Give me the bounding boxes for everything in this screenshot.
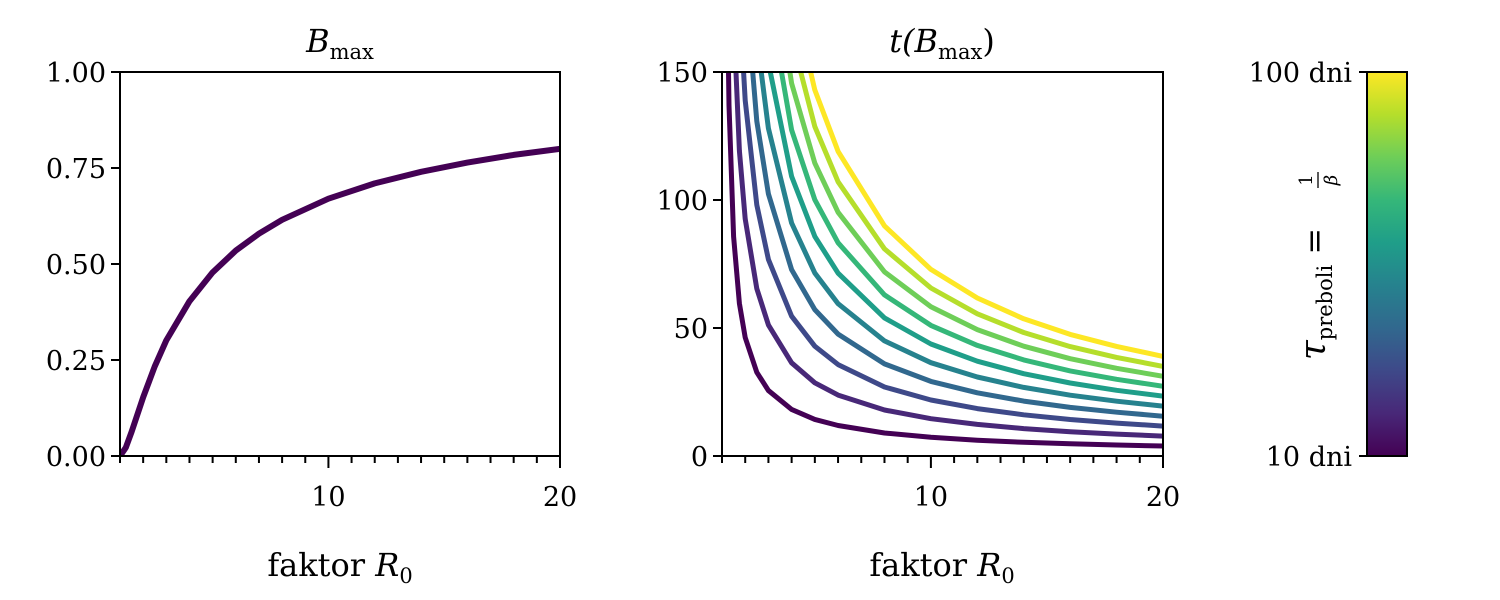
chart-t-bmax: t(Bmax) 10 20 0 50 100 150 faktor R0: [656, 22, 1180, 588]
colorbar-top-label: 100 dni: [1249, 58, 1353, 89]
series-line-tau-10: [726, 72, 1163, 449]
series-line-tau-40: [750, 72, 1163, 419]
series-line-tau-70: [778, 72, 1163, 389]
y-tick-label: 0.75: [46, 154, 106, 185]
y-tick-label: 1.00: [46, 58, 106, 89]
colorbar-gradient: [1366, 71, 1408, 457]
plot-area: [120, 145, 560, 456]
colorbar-label: τpreboli = 1 β: [1293, 172, 1342, 360]
axes-frame: [119, 71, 561, 457]
axis-ticks: 10 20 0 50 100 150: [656, 58, 1180, 513]
series-line-tau-20: [733, 72, 1163, 439]
svg-text:β: β: [1321, 175, 1342, 186]
x-tick-label: 10: [311, 482, 345, 513]
axis-ticks: 10 20 0.00 0.25 0.50 0.75 1.00: [46, 58, 577, 513]
series-line-bmax: [120, 145, 560, 456]
series-line-tau-30: [741, 72, 1163, 429]
y-tick-label: 50: [674, 314, 708, 345]
chart-title: Bmax: [305, 22, 374, 64]
x-tick-label: 10: [914, 482, 948, 513]
axes-frame: [721, 71, 1164, 457]
chart-title: t(Bmax): [889, 22, 995, 64]
series-line-tau-90: [798, 72, 1163, 369]
y-tick-label: 0.50: [46, 250, 106, 281]
x-tick-label: 20: [543, 482, 577, 513]
plot-area: [726, 72, 1163, 449]
chart-bmax: Bmax 10 20 0.00 0.25 0.50 0.75 1.00 faktor R0: [46, 22, 577, 588]
series-line-tau-60: [767, 72, 1163, 399]
x-axis-label: faktor R0: [267, 546, 412, 588]
y-tick-label: 0: [691, 442, 708, 473]
y-tick-label: 150: [656, 58, 708, 89]
y-tick-label: 100: [656, 186, 708, 217]
series-line-tau-50: [758, 72, 1163, 409]
colorbar: 100 dni 10 dni τpreboli = 1 β: [1249, 58, 1408, 473]
svg-text:τpreboli =: τpreboli =: [1293, 228, 1337, 360]
x-axis-label: faktor R0: [869, 546, 1014, 588]
y-tick-label: 0.00: [46, 442, 106, 473]
x-tick-label: 20: [1146, 482, 1180, 513]
series-line-tau-100: [808, 72, 1163, 359]
svg-text:1: 1: [1296, 174, 1317, 185]
colorbar-bottom-label: 10 dni: [1266, 442, 1353, 473]
series-line-tau-80: [787, 72, 1163, 379]
y-tick-label: 0.25: [46, 346, 106, 377]
